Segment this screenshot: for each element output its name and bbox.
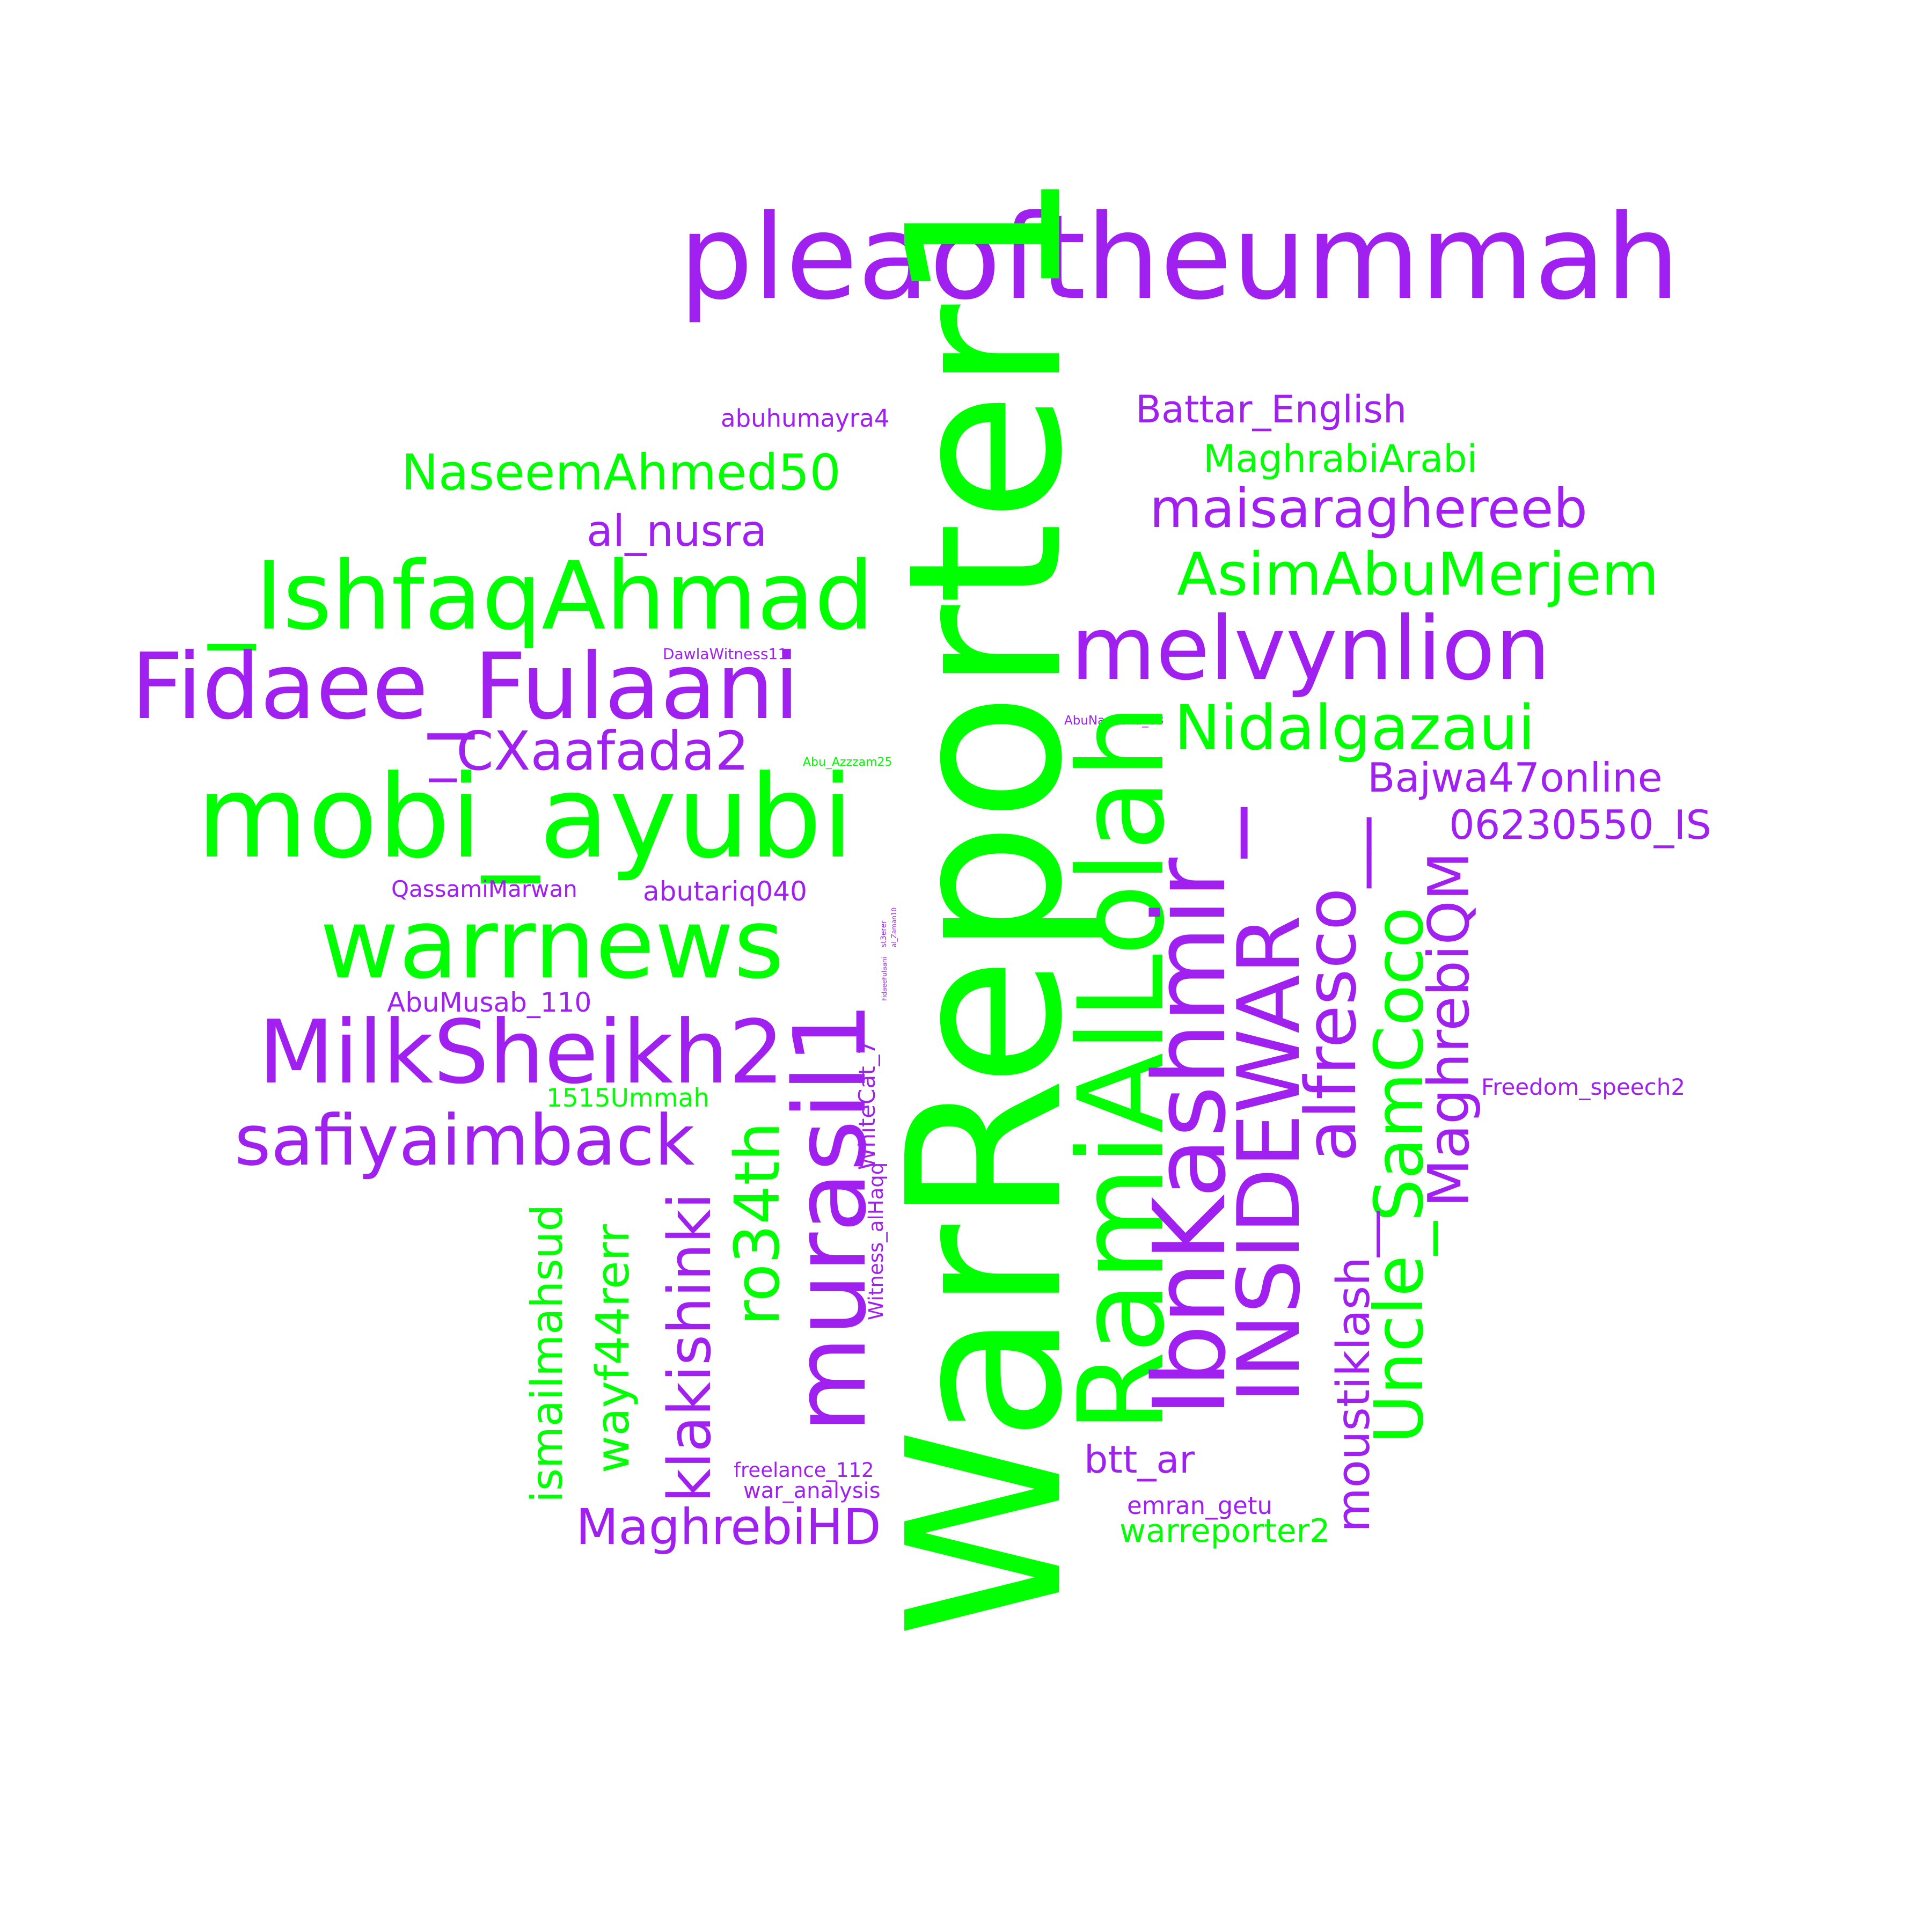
word-battar-english: Battar_English [1136, 387, 1407, 431]
word-alfresco: alfresco__ [1290, 818, 1372, 1162]
word-maghrabiarabi: MaghrabiArabi [1203, 437, 1478, 481]
word-abumusab-110: AbuMusab_110 [387, 987, 592, 1018]
word-warreporter2: warreporter2 [1119, 1512, 1330, 1550]
word-whitecat-7: WhiteCat_7 [854, 1040, 880, 1170]
word-qassamimarwan: QassamiMarwan [391, 876, 577, 902]
word-06230550-is: 06230550_IS [1449, 801, 1711, 848]
word-dawlawitness11: DawlaWitness11 [663, 645, 788, 663]
word-fidaee-fulaani: Fidaee_Fulaani [131, 634, 800, 740]
word-melvynlion: melvynlion [1071, 598, 1551, 700]
word-klakishinki: klakishinki [655, 1192, 724, 1503]
word-tiny-3: FidaeeFulaani [881, 957, 888, 1001]
word-emran-getu: emran_getu [1127, 1491, 1273, 1520]
word-maisaraghereeb: maisaraghereeb [1150, 477, 1588, 540]
word-bajwa47online: Bajwa47online [1367, 754, 1663, 801]
word-btt-ar: btt_ar [1084, 1438, 1195, 1482]
word-freelance-112: freelance_112 [734, 1459, 874, 1482]
word-abu-azzzam25: Abu_Azzzam25 [803, 756, 892, 769]
word-cxaafada2: _CXaafada2 [429, 720, 749, 782]
word-maghrebiqm: MaghrebiQM [1416, 852, 1482, 1208]
word-1515ummah: 1515Ummah [546, 1084, 710, 1113]
word-maghrebihd: MaghrebiHD [576, 1498, 881, 1556]
word-abutariq040: abutariq040 [643, 876, 807, 907]
word-warrnews: warrnews [320, 888, 785, 1000]
word-tiny-2: al_Zaman10 [890, 907, 898, 947]
word-abuhumayra4: abuhumayra4 [721, 404, 890, 433]
word-ishfaqahmad: _IshfaqAhmad [208, 542, 874, 651]
word-abunaseeha-03: AbuNaseeha_03 [1064, 714, 1164, 728]
word-ismailmahsud: ismailmahsud [522, 1204, 572, 1503]
word-milksheikh2: MilkSheikh2 [259, 1002, 785, 1103]
word-naseemahmed50: NaseemAhmed50 [401, 444, 841, 501]
word-war-analysis: war_analysis [743, 1479, 881, 1503]
word-freedom-speech2: Freedom_speech2 [1481, 1074, 1686, 1100]
word-safiyaimback: safiyaimback [235, 1100, 695, 1181]
word-mobi-ayubi: mobi_ayubi [196, 751, 854, 884]
word-al-nusra: al_nusra [587, 506, 767, 556]
word-tiny-1: st3erer [880, 920, 888, 947]
word-pleaoftheummah: pleaoftheummah [679, 190, 1680, 326]
word-wayf44rerr: wayf44rerr [587, 1224, 640, 1473]
word-nidalgazaui: Nidalgazaui [1174, 692, 1535, 764]
word-moustiklash: moustiklash__ [1327, 1211, 1380, 1532]
word-witness-alhaqq: Witness_alHaqq [865, 1162, 888, 1320]
word-asimabumerjem: AsimAbuMerjem [1177, 540, 1659, 609]
